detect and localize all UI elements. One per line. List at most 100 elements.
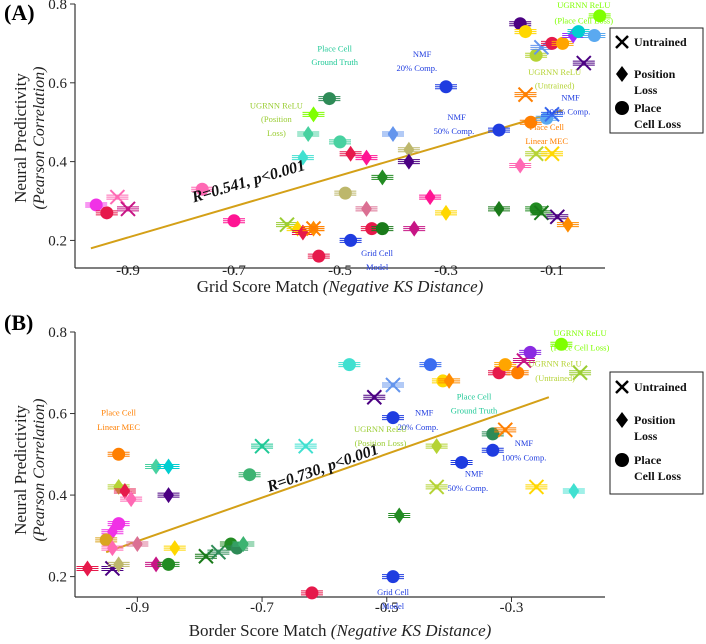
annotation-label: Grid Cell xyxy=(377,587,410,597)
position-loss-point xyxy=(388,507,411,524)
annotation-label: 20% Comp. xyxy=(398,422,439,432)
fit-stat-label: R=0.730, p<0.001 xyxy=(264,441,381,496)
position-loss-point xyxy=(562,483,585,499)
place-cell-loss-point xyxy=(419,358,442,372)
position-loss-point xyxy=(297,126,320,143)
annotation-label: NMF xyxy=(413,49,432,59)
place-cell-loss-point xyxy=(85,198,108,212)
position-loss-point xyxy=(425,438,448,455)
y-tick-label: 0.4 xyxy=(48,155,67,171)
annotation-label: Grid Cell xyxy=(361,248,394,258)
annotation-label: 50% Comp. xyxy=(448,483,489,493)
position-loss-point xyxy=(509,157,532,174)
place-cell-loss-point xyxy=(494,358,517,372)
y-axis-title-main: Neural Predictivity xyxy=(11,73,30,203)
position-loss-point xyxy=(339,145,362,162)
y-axis-title-sub: (Pearson Correlation) xyxy=(31,67,48,210)
annotation-label: Ground Truth xyxy=(451,406,498,416)
position-loss-point xyxy=(556,216,579,233)
place-cell-loss-point xyxy=(371,222,394,236)
annotation-label: NMF xyxy=(515,438,534,448)
x-tick-label: -0.1 xyxy=(540,263,564,279)
fit-stat-label: R=0.541, p<0.001 xyxy=(189,157,307,206)
annotation-label: 50% Comp. xyxy=(434,126,475,136)
annotation-label: NMF xyxy=(465,469,484,479)
place-cell-loss-point xyxy=(382,570,404,584)
position-loss-point xyxy=(302,106,325,123)
place-cell-loss-point xyxy=(238,468,261,482)
annotation-label: NMF xyxy=(447,112,466,122)
position-loss-point xyxy=(382,126,404,143)
place-cell-loss-point xyxy=(157,557,180,571)
untrained-point xyxy=(294,438,317,454)
position-loss-point xyxy=(126,536,149,552)
x-tick-label: -0.7 xyxy=(222,263,246,279)
position-loss-point xyxy=(355,149,378,166)
x-tick-label: -0.5 xyxy=(328,263,352,279)
place-cell-loss-point xyxy=(191,182,214,196)
legend-label: Untrained xyxy=(634,35,687,49)
position-loss-point xyxy=(157,487,180,504)
untrained-point xyxy=(302,220,325,237)
legend-label: Position xyxy=(634,67,676,81)
legend-label-line2: Cell Loss xyxy=(634,117,681,131)
annotation-label: Loss) xyxy=(267,128,286,138)
x-tick-label: -0.9 xyxy=(116,263,140,279)
trend-line xyxy=(90,109,563,250)
untrained-point xyxy=(494,422,517,438)
legend-x-icon xyxy=(615,380,629,394)
y-tick-label: 0.4 xyxy=(48,488,67,504)
place-cell-loss-point xyxy=(514,25,537,39)
panel-b: (B) -0.9 -0.7 -0.5 -0.3 0.2 0.4 0.6 0.8 Border Sc… xyxy=(4,310,609,640)
place-cell-loss-point xyxy=(506,366,529,380)
place-cell-loss-point xyxy=(488,123,510,137)
panel-label: (B) xyxy=(4,310,33,335)
place-cell-loss-point xyxy=(300,586,323,600)
position-loss-point xyxy=(435,204,457,221)
legend-label: Place xyxy=(634,101,662,115)
place-cell-loss-point xyxy=(382,411,404,425)
place-cell-loss-point xyxy=(329,135,351,149)
untrained-point xyxy=(363,389,386,405)
annotation-label: 20% Comp. xyxy=(397,63,438,73)
y-axis-title-sub: (Pearson Correlation) xyxy=(31,399,48,542)
annotation-label: UGRNN ReLU xyxy=(529,359,582,369)
untrained-point xyxy=(106,189,129,205)
position-loss-point xyxy=(107,556,130,573)
annotation-label: (Place Cell Loss) xyxy=(555,16,614,26)
annotation-label: UGRNN ReLU xyxy=(250,100,303,110)
annotation-label: Model xyxy=(382,601,405,611)
untrained-point xyxy=(117,201,139,217)
place-cell-loss-point xyxy=(550,337,573,351)
legend-diamond-icon xyxy=(616,66,628,82)
annotation-label: (Place Cell Loss) xyxy=(551,342,610,352)
annotation-label: Ground Truth xyxy=(311,57,358,67)
place-cell-loss-point xyxy=(95,206,118,220)
position-loss-point xyxy=(397,153,420,170)
untrained-point xyxy=(207,544,230,560)
annotation-label: UGRNN ReLU xyxy=(528,67,581,77)
y-tick-label: 0.8 xyxy=(48,325,67,341)
annotation-label: (Position Loss) xyxy=(355,438,407,448)
annotation-label: 100% Comp. xyxy=(502,452,547,462)
position-loss-point xyxy=(76,560,99,577)
position-loss-point xyxy=(113,483,136,499)
place-cell-loss-point xyxy=(107,517,130,531)
position-loss-point xyxy=(355,200,378,217)
place-cell-loss-point xyxy=(107,447,130,461)
untrained-point xyxy=(425,479,448,495)
place-cell-loss-point xyxy=(588,9,611,23)
annotation-label: (Position xyxy=(261,114,292,124)
place-cell-loss-point xyxy=(223,214,245,228)
position-loss-point xyxy=(232,536,255,552)
y-axis-title-main: Neural Predictivity xyxy=(11,405,30,535)
position-loss-point xyxy=(488,200,510,217)
place-cell-loss-point xyxy=(339,233,362,247)
position-loss-point xyxy=(397,141,420,158)
annotation-label: (Untrained) xyxy=(535,81,575,91)
position-loss-point xyxy=(157,458,180,475)
annotation-label: (Untrained) xyxy=(535,373,575,383)
place-cell-loss-point xyxy=(519,345,542,359)
legend-circle-icon xyxy=(615,101,629,115)
